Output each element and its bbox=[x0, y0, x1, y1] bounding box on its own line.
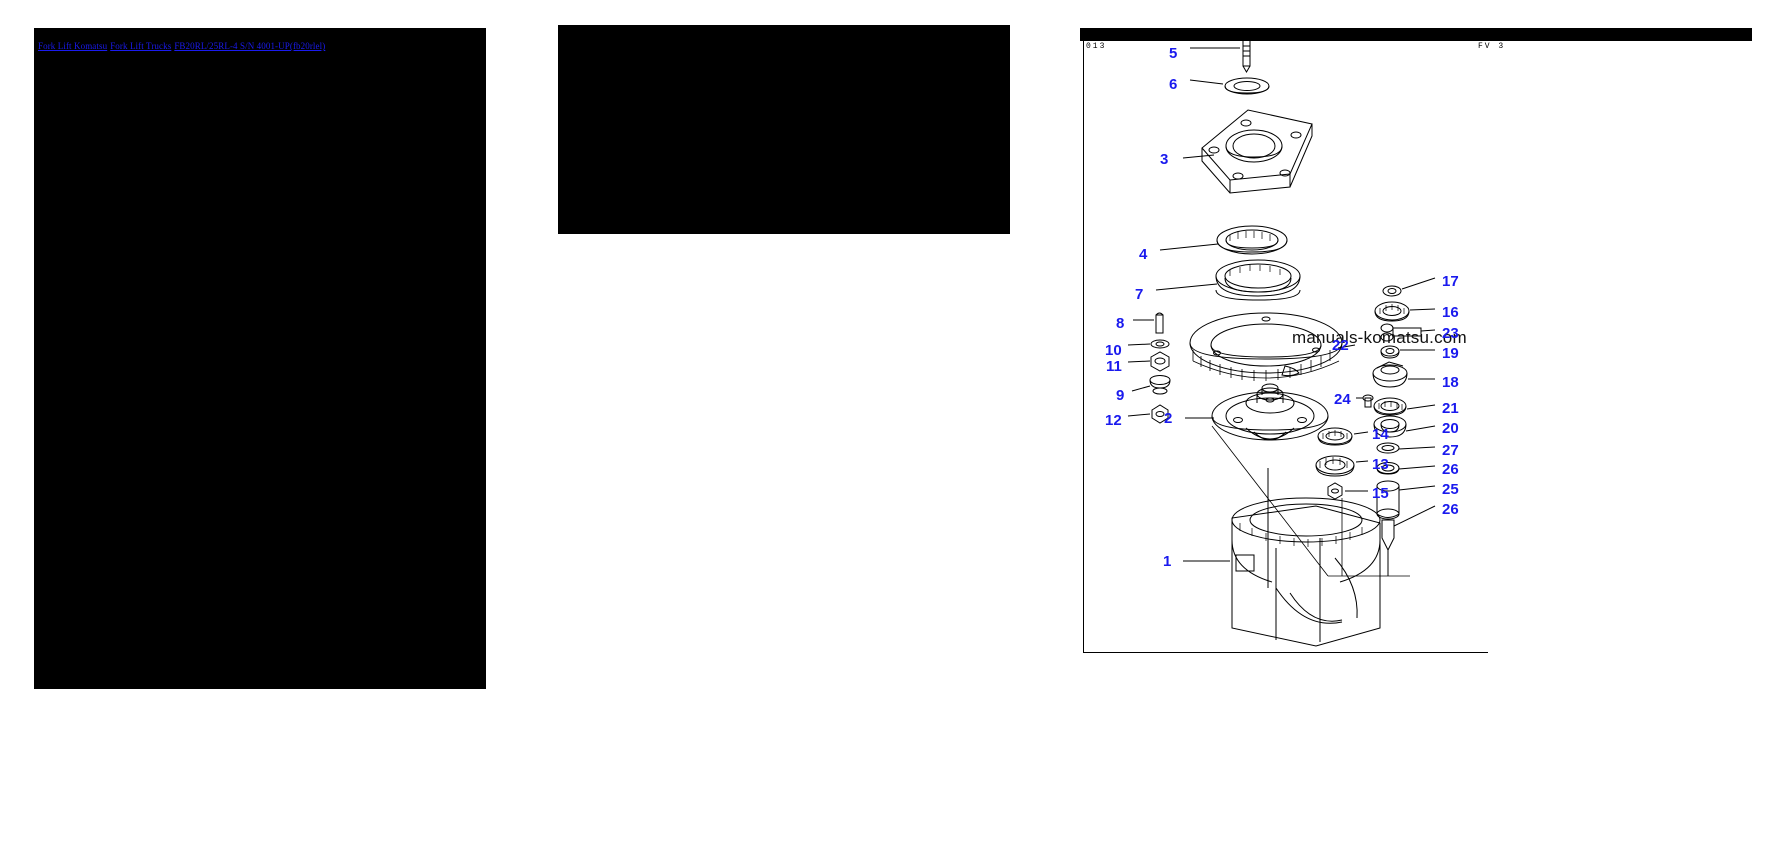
part-4-bearing bbox=[1159, 225, 1288, 255]
drawing-top-bar bbox=[1080, 28, 1752, 41]
part-24-pin bbox=[1356, 394, 1374, 408]
parts-drawing-panel: 013 FV 3 bbox=[1080, 28, 1752, 653]
part-callout-6: 6 bbox=[1169, 76, 1178, 93]
part-26-shaft-lower bbox=[1381, 505, 1436, 576]
drawing-code-left: 013 bbox=[1086, 42, 1107, 51]
part-callout-22: 22 bbox=[1332, 337, 1349, 354]
drawing-frame-left-rule bbox=[1083, 41, 1084, 653]
part-callout-2: 2 bbox=[1164, 410, 1173, 427]
left-content-panel: Fork Lift Komatsu Fork Lift Trucks FB20RL/… bbox=[34, 28, 486, 689]
part-18-cap bbox=[1372, 361, 1435, 388]
part-8-bolt bbox=[1133, 312, 1164, 334]
part-callout-26: 26 bbox=[1442, 461, 1459, 478]
part-26-ring-upper bbox=[1376, 462, 1436, 475]
part-7-bearing-race bbox=[1155, 259, 1301, 301]
part-25-sleeve bbox=[1376, 480, 1436, 520]
part-13-gear-hub bbox=[1315, 455, 1369, 477]
part-callout-14: 14 bbox=[1372, 426, 1389, 443]
part-callout-16: 16 bbox=[1442, 304, 1459, 321]
breadcrumb-link-1[interactable]: Fork Lift Trucks bbox=[110, 41, 172, 51]
part-19-washer bbox=[1380, 345, 1435, 359]
part-callout-20: 20 bbox=[1442, 420, 1459, 437]
part-2-drive-unit bbox=[1185, 383, 1329, 441]
part-15-nut-small bbox=[1327, 482, 1368, 500]
breadcrumb-link-0[interactable]: Fork Lift Komatsu bbox=[38, 41, 108, 51]
part-callout-24: 24 bbox=[1334, 391, 1351, 408]
part-callout-19: 19 bbox=[1442, 345, 1459, 362]
part-3-housing-cover bbox=[1182, 109, 1313, 194]
breadcrumb-link-2[interactable]: FB20RL/25RL-4 S/N 4001-UP(fb20rlel) bbox=[174, 41, 326, 51]
part-callout-8: 8 bbox=[1116, 315, 1125, 332]
part-callout-4: 4 bbox=[1139, 246, 1148, 263]
part-17-washer bbox=[1382, 277, 1436, 297]
middle-content-panel bbox=[558, 25, 1010, 234]
part-12-nut-lower bbox=[1127, 404, 1169, 424]
part-21-bearing bbox=[1373, 397, 1436, 416]
part-callout-3: 3 bbox=[1160, 151, 1169, 168]
part-callout-1: 1 bbox=[1163, 553, 1172, 570]
part-16-gear bbox=[1374, 301, 1436, 322]
exploded-assembly-drawing bbox=[1127, 39, 1436, 647]
part-callout-15: 15 bbox=[1372, 485, 1389, 502]
breadcrumb: Fork Lift Komatsu Fork Lift Trucks FB20RL/… bbox=[38, 40, 482, 54]
assembly-leader-lines bbox=[1211, 425, 1410, 577]
part-callout-17: 17 bbox=[1442, 273, 1459, 290]
drawing-code-right: FV 3 bbox=[1478, 42, 1506, 51]
part-6-washer bbox=[1189, 77, 1270, 95]
part-callout-18: 18 bbox=[1442, 374, 1459, 391]
part-27-shim bbox=[1376, 442, 1436, 454]
watermark-text: manuals-komatsu.com bbox=[1292, 328, 1467, 347]
part-callout-23: 23 bbox=[1442, 325, 1459, 342]
part-callout-12: 12 bbox=[1105, 412, 1122, 429]
part-11-nut bbox=[1127, 351, 1170, 372]
part-callout-9: 9 bbox=[1116, 387, 1125, 404]
part-callout-13: 13 bbox=[1372, 456, 1389, 473]
part-10-washer bbox=[1127, 339, 1170, 349]
part-callout-26: 26 bbox=[1442, 501, 1459, 518]
part-callout-10: 10 bbox=[1105, 342, 1122, 359]
part-1-axle-housing bbox=[1183, 468, 1381, 647]
part-callout-25: 25 bbox=[1442, 481, 1459, 498]
part-callout-7: 7 bbox=[1135, 286, 1144, 303]
part-callout-5: 5 bbox=[1169, 45, 1178, 62]
part-9-cap bbox=[1131, 375, 1171, 395]
part-callout-21: 21 bbox=[1442, 400, 1459, 417]
part-22-ring-gear bbox=[1189, 312, 1356, 381]
part-callout-11: 11 bbox=[1106, 358, 1122, 375]
drawing-frame-bottom-rule bbox=[1083, 652, 1488, 653]
part-5-stud bbox=[1190, 39, 1251, 73]
part-14-gear-small bbox=[1317, 427, 1369, 446]
part-23-bolt bbox=[1380, 323, 1436, 342]
part-callout-27: 27 bbox=[1442, 442, 1459, 459]
part-20-collar bbox=[1373, 415, 1436, 438]
